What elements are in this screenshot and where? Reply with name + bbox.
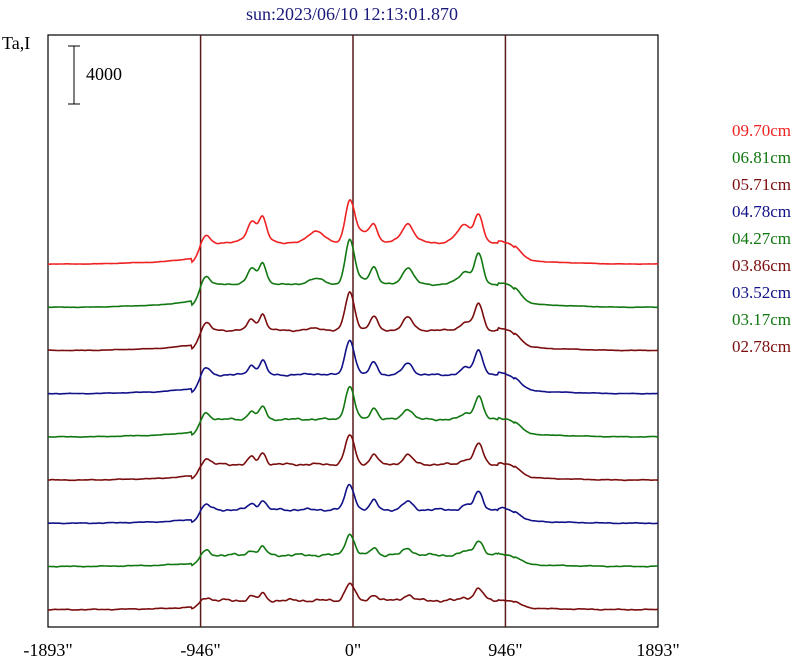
- series-line-03.86cm: [47, 434, 659, 482]
- series-line-02.78cm: [48, 582, 658, 611]
- series-line-03.17cm: [47, 533, 659, 568]
- legend-entry-7: 03.17cm: [732, 310, 791, 329]
- x-tick-label-4: 1893": [636, 640, 679, 660]
- scale-bar-label: 4000: [86, 64, 122, 84]
- series-line-09.70cm: [48, 199, 658, 266]
- legend-entry-6: 03.52cm: [732, 283, 791, 302]
- legend-entry-0: 09.70cm: [732, 121, 791, 140]
- series-line-04.27cm: [48, 385, 659, 438]
- series-line-06.81cm: [48, 238, 658, 309]
- scale-bar: 4000: [68, 45, 122, 105]
- series-line-03.52cm: [47, 483, 658, 525]
- legend-entry-8: 02.78cm: [732, 337, 791, 356]
- y-axis-label: Ta,I: [2, 33, 30, 53]
- x-tick-label-2: 0": [345, 640, 361, 660]
- legend-entry-2: 05.71cm: [732, 175, 791, 194]
- x-tick-label-1: -946": [180, 640, 220, 660]
- x-tick-label-3: 946": [488, 640, 522, 660]
- legend: 09.70cm 06.81cm 05.71cm 04.78cm 04.27cm 03.86…: [732, 121, 791, 356]
- series-line-04.78cm: [47, 339, 659, 395]
- series-line-05.71cm: [47, 291, 658, 352]
- legend-entry-5: 03.86cm: [732, 256, 791, 275]
- x-tick-labels: -1893" -946" 0" 946" 1893": [23, 640, 679, 660]
- legend-entry-4: 04.27cm: [732, 229, 791, 248]
- chart-title: sun:2023/06/10 12:13:01.870: [246, 4, 458, 24]
- legend-entry-3: 04.78cm: [732, 202, 791, 221]
- legend-entry-1: 06.81cm: [732, 148, 791, 167]
- x-tick-label-0: -1893": [23, 640, 72, 660]
- series-group: [47, 199, 659, 611]
